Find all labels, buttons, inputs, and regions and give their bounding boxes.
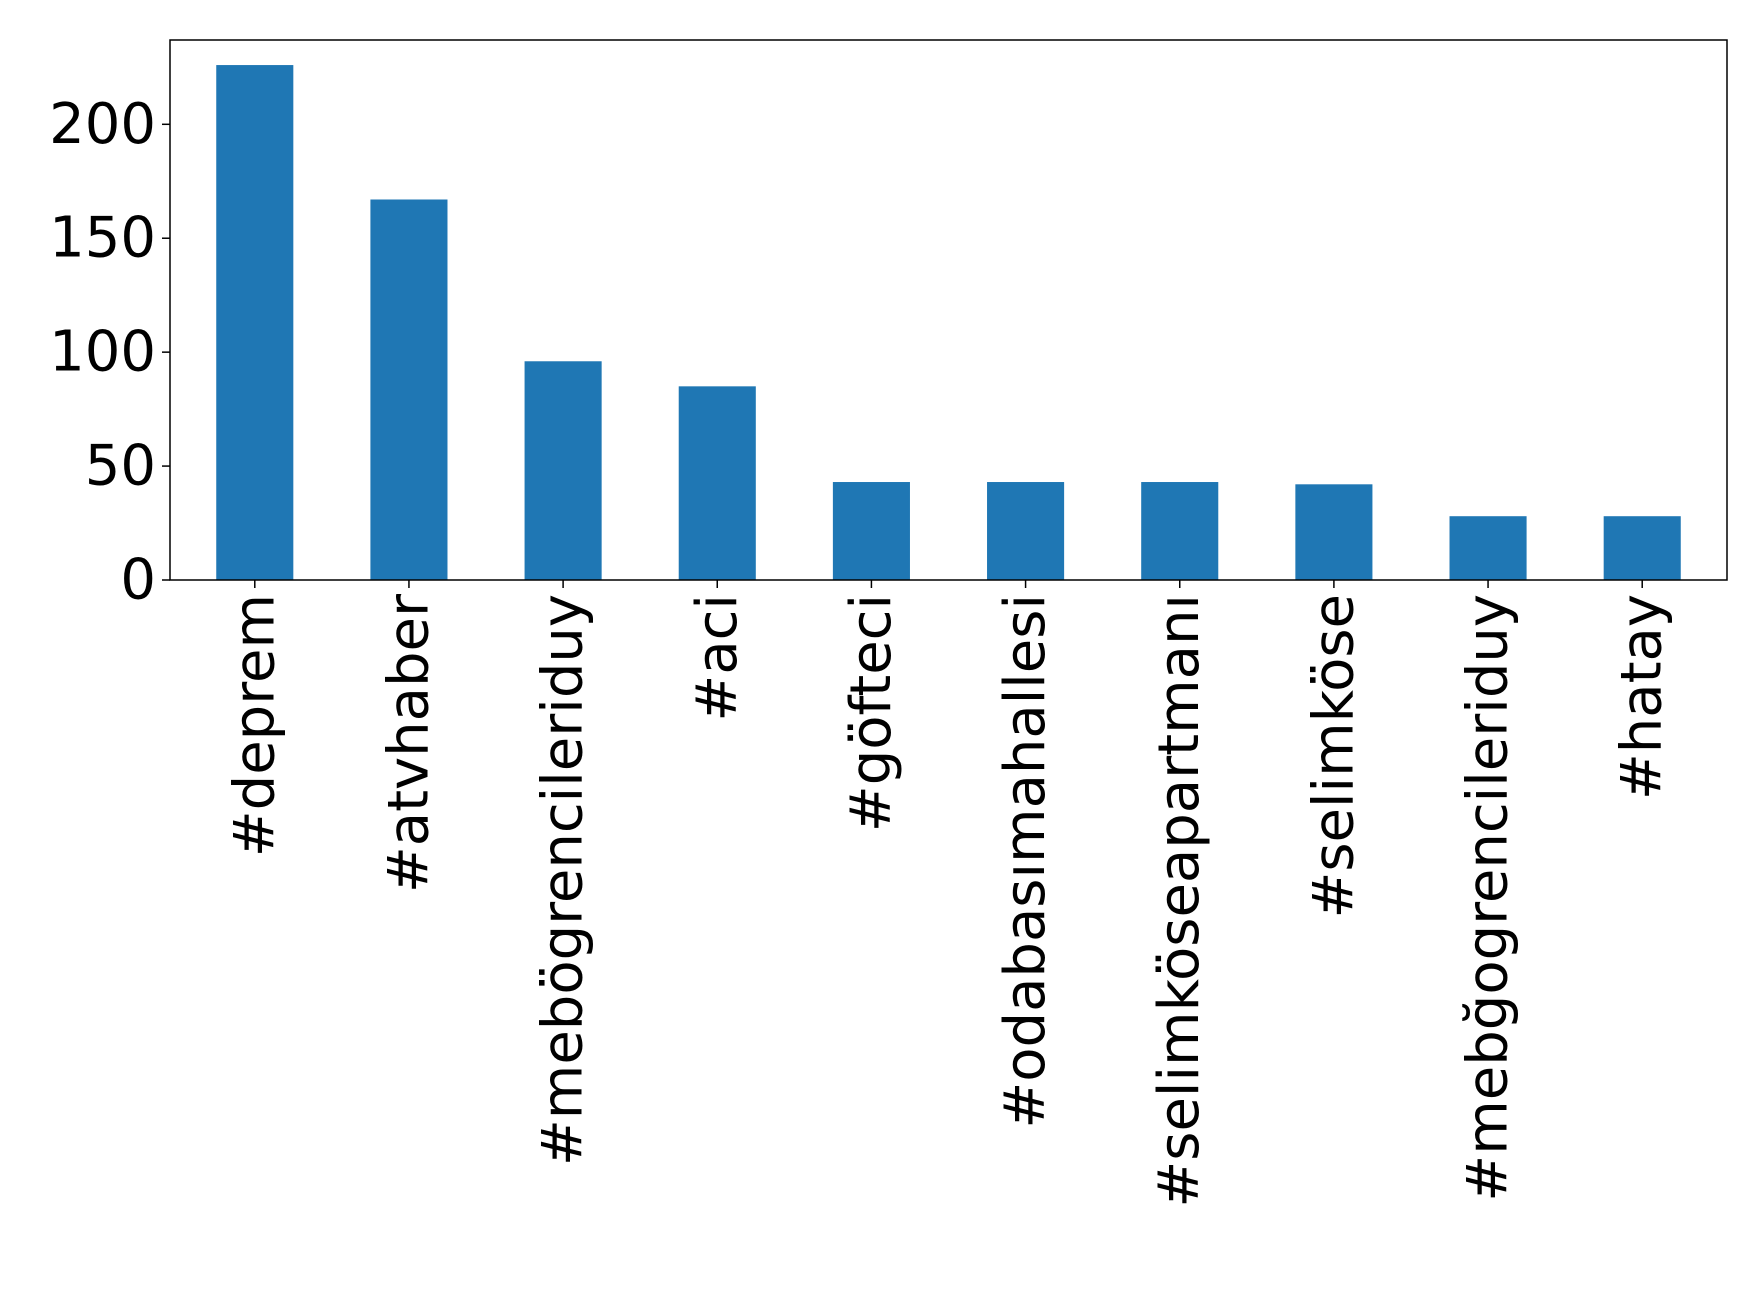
- y-axis: 0 50 100 150 200: [49, 92, 170, 613]
- bars-group: [216, 65, 1681, 581]
- bar-4: [832, 482, 910, 580]
- y-tick-label-2: 100: [49, 320, 156, 385]
- x-tick-label-0: #deprem: [222, 594, 287, 857]
- bar-8: [1449, 516, 1527, 580]
- bar-7: [1295, 484, 1373, 580]
- x-tick-label-6: #selimköseapartmanı: [1147, 594, 1212, 1208]
- x-tick-label-2: #mebögrencileriduy: [531, 594, 596, 1166]
- bar-1: [370, 199, 448, 581]
- bar-6: [1141, 482, 1219, 580]
- y-tick-label-4: 200: [49, 92, 156, 157]
- bar-5: [987, 482, 1065, 580]
- bar-0: [216, 65, 294, 580]
- x-tick-label-3: #aci: [685, 594, 750, 722]
- x-tick-label-1: #atvhaber: [376, 593, 441, 893]
- x-tick-label-5: #odabasımahallesi: [993, 594, 1058, 1129]
- x-tick-label-7: #selimköse: [1301, 594, 1366, 919]
- bar-3: [678, 386, 756, 580]
- y-tick-label-3: 150: [49, 206, 156, 271]
- x-tick-label-4: #göfteci: [839, 594, 904, 832]
- x-axis: #deprem #atvhaber #mebögrencileriduy #aci #g…: [222, 580, 1675, 1208]
- y-tick-label-0: 0: [120, 548, 156, 613]
- x-tick-label-8: #mebğogrencileriduy: [1456, 594, 1521, 1202]
- bar-2: [524, 361, 602, 580]
- x-tick-label-9: #hatay: [1610, 594, 1675, 800]
- bar-9: [1603, 516, 1681, 580]
- plot-frame: [169, 39, 1728, 581]
- y-tick-label-1: 50: [85, 434, 156, 499]
